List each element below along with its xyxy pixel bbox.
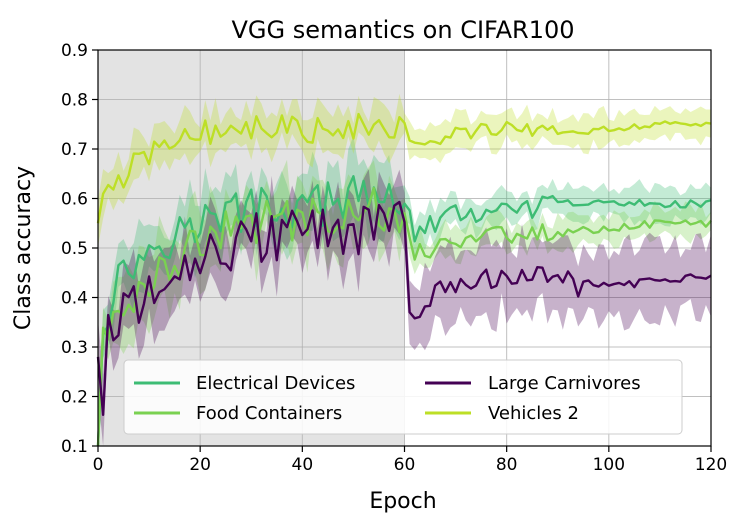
- legend-label-electrical-devices: Electrical Devices: [196, 373, 355, 394]
- line-vehicles-2: [96, 112, 712, 224]
- x-tick-label: 0: [93, 455, 104, 475]
- y-tick-label: 0.3: [61, 338, 88, 358]
- x-tick-label: 40: [292, 455, 314, 475]
- x-tick-label: 80: [496, 455, 518, 475]
- y-tick-label: 0.4: [61, 289, 88, 309]
- legend-box: [123, 359, 683, 435]
- x-axis-title: Epoch: [369, 489, 436, 514]
- band-electrical-devices: [98, 136, 711, 446]
- y-tick-label: 0.1: [61, 437, 88, 457]
- legend-label-food-containers: Food Containers: [196, 403, 342, 424]
- y-tick-label: 0.7: [61, 140, 88, 160]
- line-food-containers: [96, 186, 712, 447]
- legend: Electrical Devices Food Containers Large…: [123, 359, 683, 435]
- y-tick-label: 0.2: [61, 388, 88, 408]
- legend-label-large-carnivores: Large Carnivores: [488, 373, 641, 394]
- y-axis-title: Class accuracy: [11, 166, 36, 330]
- legend-label-vehicles-2: Vehicles 2: [488, 403, 579, 424]
- x-tick-label: 100: [593, 455, 625, 475]
- y-tick-label: 0.9: [61, 41, 88, 61]
- x-tick-label: 20: [189, 455, 211, 475]
- y-tick-label: 0.8: [61, 91, 88, 111]
- x-tick-label: 60: [394, 455, 416, 475]
- x-tick-label: 120: [695, 455, 727, 475]
- line-large-carnivores: [96, 200, 712, 417]
- line-electrical-devices: [96, 175, 712, 447]
- y-tick-label: 0.5: [61, 239, 88, 259]
- chart-title: VGG semantics on CIFAR100: [231, 16, 574, 44]
- y-tick-label: 0.6: [61, 190, 88, 210]
